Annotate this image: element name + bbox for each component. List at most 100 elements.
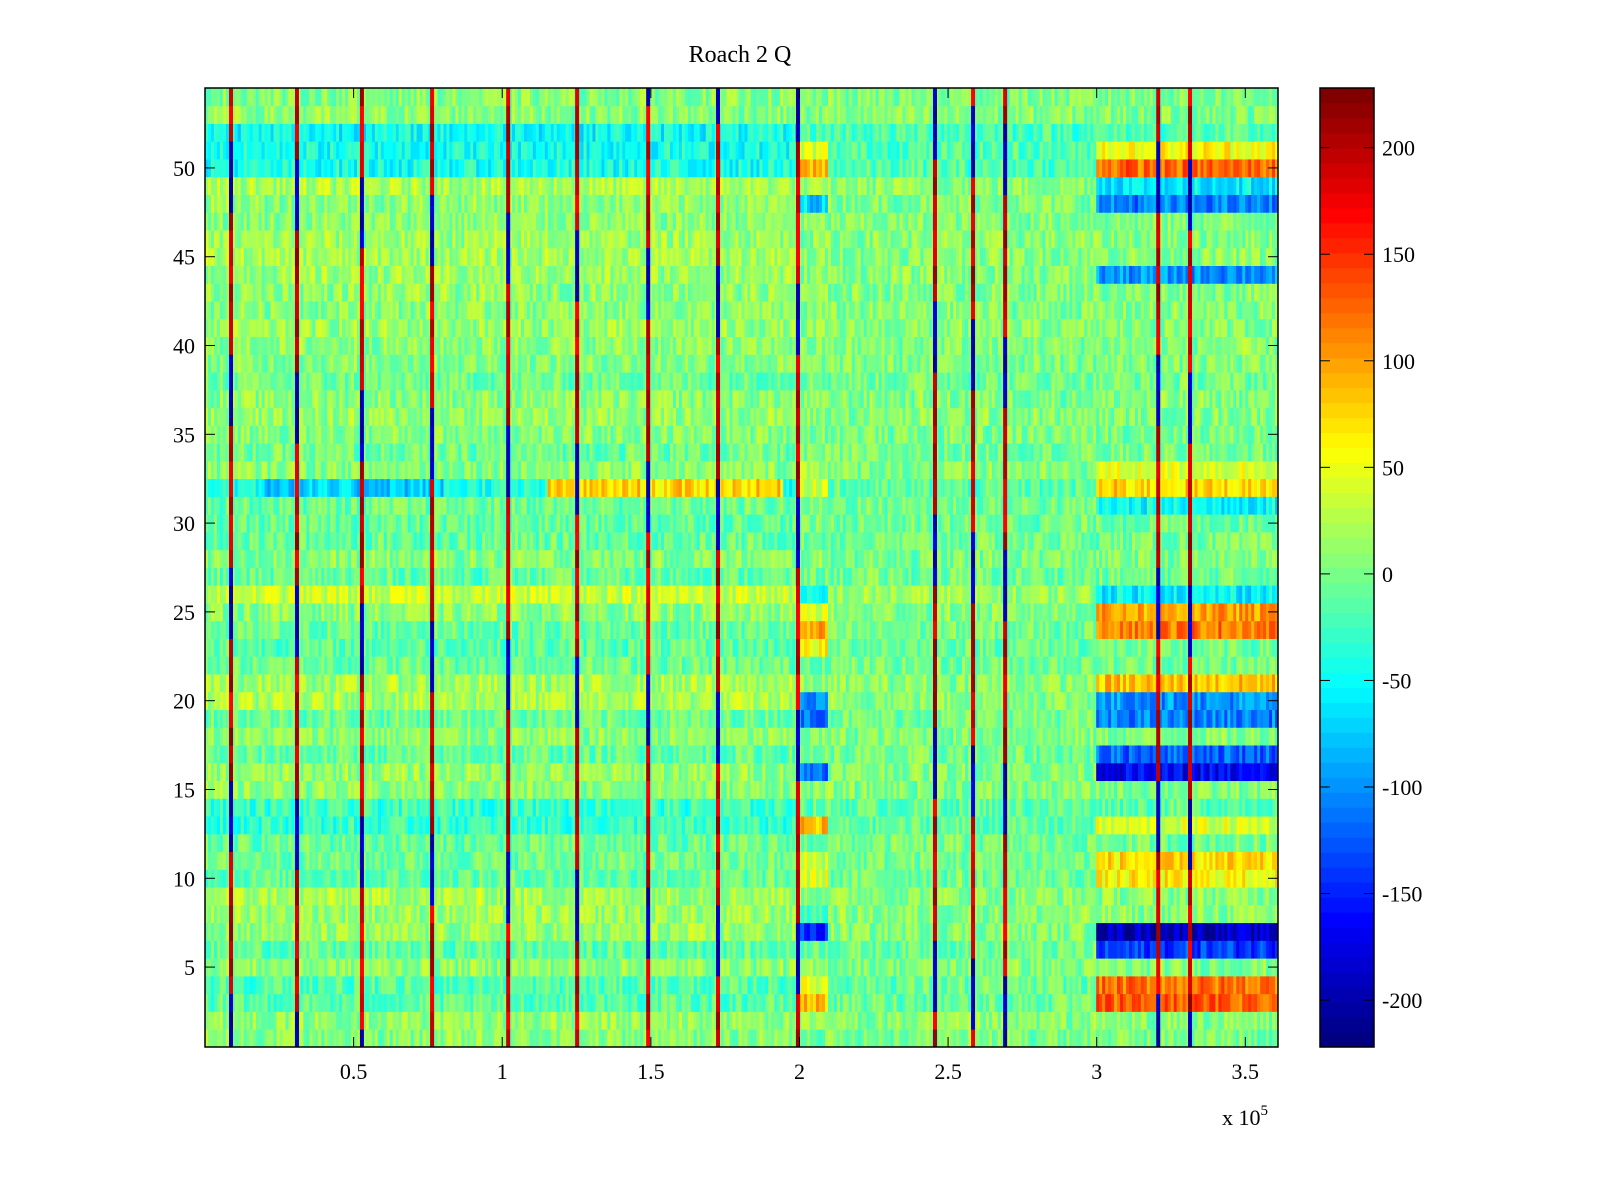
heatmap-cell (280, 798, 283, 816)
heatmap-cell (816, 994, 819, 1012)
heatmap-cell (658, 958, 661, 976)
heatmap-cell (378, 940, 381, 958)
heatmap-cell (408, 816, 411, 834)
heatmap-cell (378, 834, 381, 852)
heatmap-cell (980, 976, 983, 994)
heatmap-cell (989, 940, 992, 958)
heatmap-cell (539, 852, 542, 870)
heatmap-cell (759, 869, 762, 887)
heatmap-cell (1007, 1029, 1010, 1047)
heatmap-cell (336, 869, 339, 887)
heatmap-cell (1126, 816, 1129, 834)
heatmap-cell (285, 994, 288, 1012)
heatmap-cell (706, 852, 709, 870)
heatmap-cell (807, 958, 810, 976)
heatmap-cell (664, 905, 667, 923)
heatmap-cell (679, 994, 682, 1012)
heatmap-cell (1254, 958, 1257, 976)
heatmap-cell (834, 958, 837, 976)
heatmap-cell (1236, 1029, 1239, 1047)
heatmap-cell (402, 994, 405, 1012)
heatmap-cell (458, 1011, 461, 1029)
heatmap-cell (366, 816, 369, 834)
heatmap-cell (604, 834, 607, 852)
heatmap-cell (473, 816, 476, 834)
heatmap-cell (452, 940, 455, 958)
heatmap-cell (700, 1011, 703, 1029)
heatmap-cell (1135, 905, 1138, 923)
heatmap-cell (1051, 798, 1054, 816)
heatmap-cell (894, 834, 897, 852)
heatmap-cell (420, 923, 423, 941)
heatmap-cell (658, 834, 661, 852)
heatmap-cell (420, 834, 423, 852)
heatmap-cell (721, 940, 724, 958)
heatmap-cell (756, 976, 759, 994)
heatmap-cell (411, 816, 414, 834)
heatmap-cell (455, 1011, 458, 1029)
heatmap-cell (417, 994, 420, 1012)
heatmap-cell (905, 958, 908, 976)
heatmap-cell (393, 923, 396, 941)
heatmap-cell (905, 923, 908, 941)
heatmap-cell (1069, 834, 1072, 852)
heatmap-cell (330, 816, 333, 834)
heatmap-cell (411, 994, 414, 1012)
heatmap-cell (396, 940, 399, 958)
heatmap-cell (381, 976, 384, 994)
heatmap-cell (658, 994, 661, 1012)
heatmap-cell (491, 816, 494, 834)
heatmap-cell (598, 958, 601, 976)
heatmap-cell (446, 923, 449, 941)
heatmap-cell (500, 816, 503, 834)
heatmap-cell (345, 798, 348, 816)
heatmap-cell (1093, 940, 1096, 958)
heatmap-cell (1040, 887, 1043, 905)
heatmap-cell (616, 816, 619, 834)
heatmap-cell (435, 994, 438, 1012)
heatmap-cell (908, 976, 911, 994)
heatmap-cell (1105, 852, 1108, 870)
heatmap-cell (917, 1029, 920, 1047)
heatmap-cell (280, 816, 283, 834)
heatmap-cell (1108, 994, 1111, 1012)
heatmap-cell (1046, 798, 1049, 816)
heatmap-cell (1105, 798, 1108, 816)
heatmap-cell (825, 976, 828, 994)
heatmap-cell (685, 816, 688, 834)
heatmap-cell (983, 798, 986, 816)
heatmap-cell (813, 834, 816, 852)
heatmap-cell (557, 869, 560, 887)
heatmap-cell (1162, 976, 1165, 994)
heatmap-cell (1239, 958, 1242, 976)
heatmap-cell (265, 923, 268, 941)
heatmap-cell (864, 958, 867, 976)
heatmap-cell (855, 994, 858, 1012)
heatmap-cell (214, 798, 217, 816)
heatmap-cell (262, 923, 265, 941)
heatmap-cell (610, 816, 613, 834)
heatmap-cell (750, 869, 753, 887)
heatmap-cell (1031, 816, 1034, 834)
heatmap-cell (724, 852, 727, 870)
heatmap-cell (354, 869, 357, 887)
heatmap-cell (437, 852, 440, 870)
heatmap-cell (414, 994, 417, 1012)
heatmap-cell (953, 869, 956, 887)
heatmap-cell (554, 940, 557, 958)
heatmap-cell (914, 958, 917, 976)
heatmap-cell (789, 1011, 792, 1029)
heatmap-cell (396, 905, 399, 923)
heatmap-cell (873, 834, 876, 852)
heatmap-cell (1028, 1029, 1031, 1047)
heatmap-cell (995, 816, 998, 834)
heatmap-cell (944, 834, 947, 852)
heatmap-cell (235, 852, 238, 870)
heatmap-cell (569, 1011, 572, 1029)
heatmap-cell (521, 834, 524, 852)
heatmap-cell (730, 958, 733, 976)
heatmap-cell (628, 905, 631, 923)
heatmap-cell (1025, 994, 1028, 1012)
heatmap-cell (303, 976, 306, 994)
heatmap-cell (965, 887, 968, 905)
